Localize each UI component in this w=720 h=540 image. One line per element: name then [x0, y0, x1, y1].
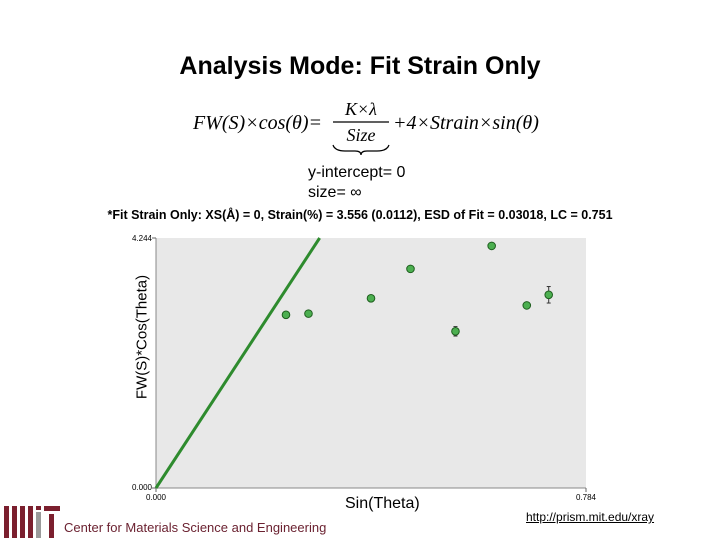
footer-url-link[interactable]: http://prism.mit.edu/xray: [526, 510, 655, 524]
footer-org: Center for Materials Science and Enginee…: [64, 520, 327, 535]
underbrace: [332, 144, 390, 155]
equation-numerator: K×λ: [344, 99, 377, 119]
fit-summary: *Fit Strain Only: XS(Å) = 0, Strain(%) =…: [107, 208, 613, 222]
y-tick-label-bottom: 0.000: [132, 483, 153, 492]
page-title: Analysis Mode: Fit Strain Only: [179, 52, 541, 80]
plot-area: [156, 238, 586, 488]
equation-denominator: Size: [347, 125, 376, 145]
size-annotation: size= ∞: [308, 184, 362, 201]
data-point: [304, 309, 313, 318]
y-axis-label: FW(S)*Cos(Theta): [133, 274, 151, 400]
x-tick-label-left: 0.000: [146, 493, 167, 502]
y-intercept-annotation: y-intercept= 0: [308, 164, 406, 181]
data-point: [487, 241, 496, 251]
data-point: [366, 294, 376, 303]
scherrer-equation: FW(S)×cos(θ)= K×λ Size +4×Strain×sin(θ): [192, 99, 539, 155]
data-point: [451, 327, 460, 336]
y-tick-label-top: 4.244: [132, 234, 153, 243]
fit-line: [154, 237, 321, 489]
equation-rhs: +4×Strain×sin(θ): [393, 112, 539, 134]
data-point: [544, 290, 554, 300]
x-axis-label: Sin(Theta): [345, 495, 420, 512]
mit-logo: [4, 506, 60, 538]
data-point: [406, 264, 415, 274]
data-point: [522, 301, 532, 310]
data-point: [281, 310, 291, 320]
equation-lhs: FW(S)×cos(θ)=: [192, 112, 322, 134]
x-tick-label-right: 0.784: [576, 493, 597, 502]
